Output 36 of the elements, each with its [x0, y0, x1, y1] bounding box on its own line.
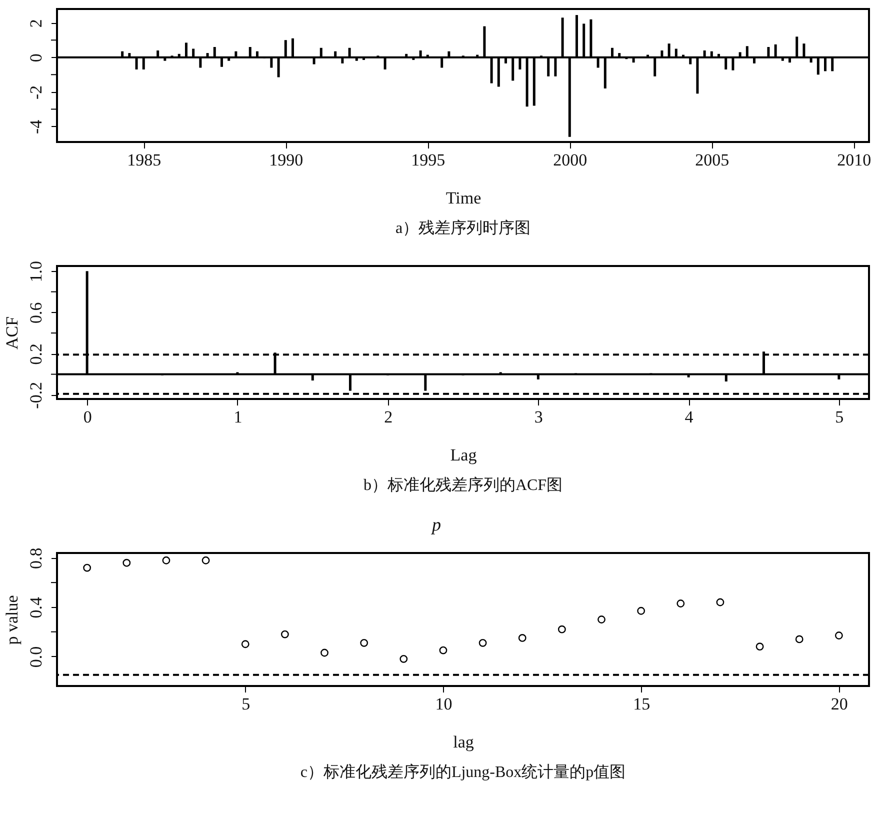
y-axis-title: ACF: [2, 316, 22, 350]
y-tick-label: -0.2: [26, 382, 46, 409]
x-tick-label: 2: [384, 408, 393, 426]
x-axis-title: lag: [453, 732, 474, 752]
y-tick-label: 0.0: [26, 646, 46, 668]
x-tick-label: 5: [835, 408, 844, 426]
x-tick-label: 0: [83, 408, 92, 426]
x-tick-label: 10: [435, 694, 452, 714]
text: a）残差序列时序图: [395, 219, 531, 237]
y-tick-label: 0.4: [26, 596, 46, 618]
x-tick-label: 2000: [553, 150, 588, 170]
y-tick-label: -4: [26, 119, 46, 134]
x-axis-title: Lag: [450, 446, 478, 464]
x-tick-label: 15: [633, 694, 650, 714]
x-tick-label: 2005: [695, 150, 730, 170]
x-tick-label: 1985: [127, 150, 162, 170]
y-tick-label: -2: [26, 85, 46, 100]
x-tick-label: 2010: [837, 150, 872, 170]
x-tick-label: 1: [234, 408, 242, 426]
x-tick-label: 3: [534, 408, 543, 426]
chart-title: p: [430, 514, 441, 534]
y-tick-label: 2: [26, 19, 46, 28]
x-axis-title: Time: [446, 188, 482, 208]
y-tick-label: 0.8: [26, 548, 46, 570]
y-tick-label: 0.2: [26, 344, 46, 365]
x-tick-label: 20: [830, 694, 848, 714]
text: c）标准化残差序列的Ljung-Box统计量的p值图: [300, 763, 626, 781]
y-tick-label: 1.0: [26, 261, 46, 282]
text: b）标准化残差序列的ACF图: [363, 476, 563, 494]
x-tick-label: 1995: [411, 150, 446, 170]
y-tick-label: 0: [26, 54, 46, 62]
x-tick-label: 4: [684, 408, 694, 426]
y-tick-label: 0.6: [26, 302, 46, 324]
y-axis-title: p value: [2, 595, 22, 645]
x-tick-label: 5: [242, 694, 250, 714]
x-tick-label: 1990: [269, 150, 304, 170]
